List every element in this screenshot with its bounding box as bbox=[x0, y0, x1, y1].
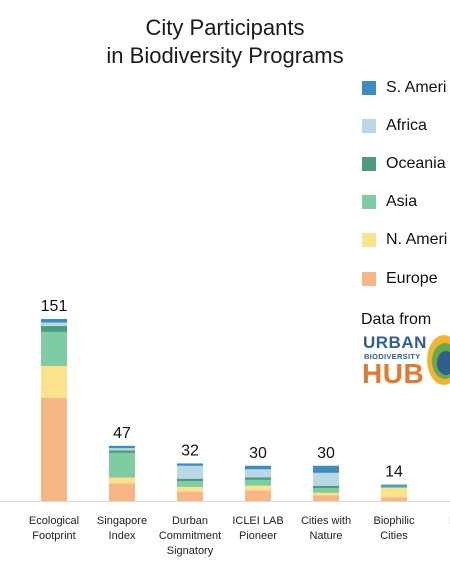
legend-label-s-america: S. Ameri bbox=[386, 79, 447, 96]
category-label-7-line-0: ICL... bbox=[449, 515, 450, 527]
bar-total-label-3: 32 bbox=[181, 442, 199, 459]
legend-label-n-america: N. Ameri bbox=[386, 231, 448, 248]
logo-word-urban: URBAN bbox=[363, 333, 427, 352]
bar-segment-asia-6 bbox=[381, 486, 407, 489]
bar-segment-n-ameri--3 bbox=[177, 486, 203, 492]
bar-segment-asia-1 bbox=[41, 331, 67, 366]
bar-segment-europe-6 bbox=[381, 497, 407, 501]
category-label-5-line-1: Nature bbox=[309, 530, 342, 542]
bar-segment-s-ameri--4 bbox=[245, 465, 271, 470]
category-label-6-line-0: Biophilic bbox=[374, 515, 415, 527]
bar-segment-africa-2 bbox=[109, 448, 135, 451]
legend-label-oceania: Oceania bbox=[386, 155, 446, 172]
bar-segment-africa-5 bbox=[313, 472, 339, 486]
bar-segment-oceania-4 bbox=[245, 477, 271, 480]
globe-icon bbox=[427, 335, 450, 385]
legend-swatch-europe bbox=[362, 272, 376, 286]
legend-swatch-s-america bbox=[362, 81, 376, 95]
bar-segment-n-ameri--2 bbox=[109, 477, 135, 484]
category-label-6-line-1: Cities bbox=[380, 530, 408, 542]
bar-segment-n-ameri--1 bbox=[41, 365, 67, 398]
category-label-4-line-1: Pioneer bbox=[239, 530, 277, 542]
bar-segment-s-ameri--6 bbox=[381, 484, 407, 486]
bar-segment-europe-3 bbox=[177, 491, 203, 501]
bar-total-label-5: 30 bbox=[317, 445, 335, 462]
source-label: Data from bbox=[361, 311, 432, 328]
bar-segment-asia-4 bbox=[245, 479, 271, 486]
category-label-3-line-2: Signatory bbox=[167, 545, 214, 557]
category-label-2-line-0: Singapore bbox=[97, 515, 147, 527]
category-label-4-line-0: ICLEI LAB bbox=[232, 515, 283, 527]
bar-segment-asia-3 bbox=[177, 481, 203, 487]
bar-segment-s-ameri--5 bbox=[313, 465, 339, 473]
logo-word-biodiversity: BIODIVERSITY bbox=[364, 352, 421, 361]
bar-segment-n-ameri--6 bbox=[381, 488, 407, 498]
logo-word-hub: HUB bbox=[362, 358, 425, 389]
bar-total-label-4: 30 bbox=[249, 445, 267, 462]
bar-segment-europe-4 bbox=[245, 490, 271, 501]
urban-biodiversity-hub-logo: URBAN BIODIVERSITY HUB bbox=[361, 333, 450, 393]
chart-title-line-1: City Participants bbox=[145, 15, 305, 40]
legend-swatch-africa bbox=[362, 119, 376, 133]
legend-swatch-n-america bbox=[362, 233, 376, 247]
bar-segment-oceania-3 bbox=[177, 478, 203, 482]
bar-segment-africa-1 bbox=[41, 322, 67, 327]
bar-segment-oceania-6 bbox=[381, 485, 407, 487]
bar-segment-n-ameri--4 bbox=[245, 485, 271, 491]
category-label-3-line-0: Durban bbox=[172, 515, 208, 527]
bar-total-label-2: 47 bbox=[113, 425, 131, 442]
bar-segment-asia-2 bbox=[109, 452, 135, 478]
legend-swatch-asia bbox=[362, 195, 376, 209]
legend-swatch-oceania bbox=[362, 157, 376, 171]
bar-segment-europe-1 bbox=[41, 397, 67, 501]
legend-label-europe: Europe bbox=[386, 270, 438, 287]
bar-segment-n-ameri--5 bbox=[313, 492, 339, 496]
bar-segment-s-ameri--1 bbox=[41, 319, 67, 323]
bar-segment-s-ameri--3 bbox=[177, 463, 203, 466]
category-label-1-line-1: Footprint bbox=[32, 530, 75, 542]
bar-segment-europe-2 bbox=[109, 483, 135, 501]
category-label-5-line-0: Cities with bbox=[301, 515, 351, 527]
bar-segment-oceania-2 bbox=[109, 450, 135, 453]
bar-segment-oceania-1 bbox=[41, 326, 67, 332]
legend-label-africa: Africa bbox=[386, 117, 427, 134]
category-label-1-line-0: Ecological bbox=[29, 515, 79, 527]
bar-segment-s-ameri--2 bbox=[109, 445, 135, 449]
bar-segment-asia-5 bbox=[313, 488, 339, 493]
category-label-2-line-1: Index bbox=[109, 530, 136, 542]
bar-segment-europe-5 bbox=[313, 495, 339, 501]
bar-total-label-6: 14 bbox=[385, 464, 403, 481]
chart-title-line-2: in Biodiversity Programs bbox=[106, 43, 344, 68]
bar-segment-africa-3 bbox=[177, 465, 203, 479]
bar-segment-oceania-5 bbox=[313, 485, 339, 489]
legend-label-asia: Asia bbox=[386, 193, 418, 210]
bar-segment-africa-4 bbox=[245, 469, 271, 478]
bar-total-label-1: 151 bbox=[41, 298, 68, 315]
category-label-3-line-1: Commitment bbox=[159, 530, 221, 542]
